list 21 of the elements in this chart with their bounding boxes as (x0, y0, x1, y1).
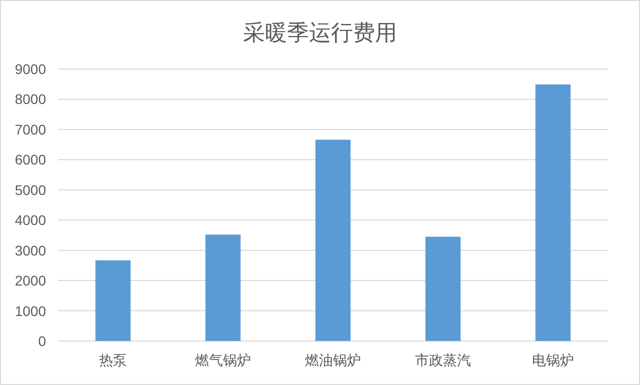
y-tick-label: 8000 (14, 91, 46, 108)
bar (535, 84, 571, 341)
bar (205, 234, 241, 341)
bar (425, 236, 461, 341)
y-tick-label: 0 (38, 333, 46, 349)
y-tick-label: 6000 (14, 152, 46, 168)
y-tick-label: 1000 (14, 302, 46, 319)
x-tick-label: 燃油锅炉 (305, 352, 361, 368)
y-tick-label: 4000 (14, 212, 46, 228)
y-tick-label: 5000 (14, 182, 46, 198)
x-tick-label: 市政蒸汽 (415, 352, 471, 368)
x-tick-label: 燃气锅炉 (195, 352, 251, 368)
bar (315, 140, 351, 341)
x-tick-label: 热泵 (99, 352, 127, 368)
x-tick-label: 电锅炉 (532, 352, 574, 368)
chart-title: 采暖季运行费用 (243, 20, 397, 45)
y-tick-label: 3000 (14, 242, 46, 258)
y-tick-label: 9000 (14, 61, 46, 77)
bar (95, 260, 131, 341)
y-tick-label: 7000 (14, 121, 46, 138)
y-tick-label: 2000 (14, 272, 46, 289)
